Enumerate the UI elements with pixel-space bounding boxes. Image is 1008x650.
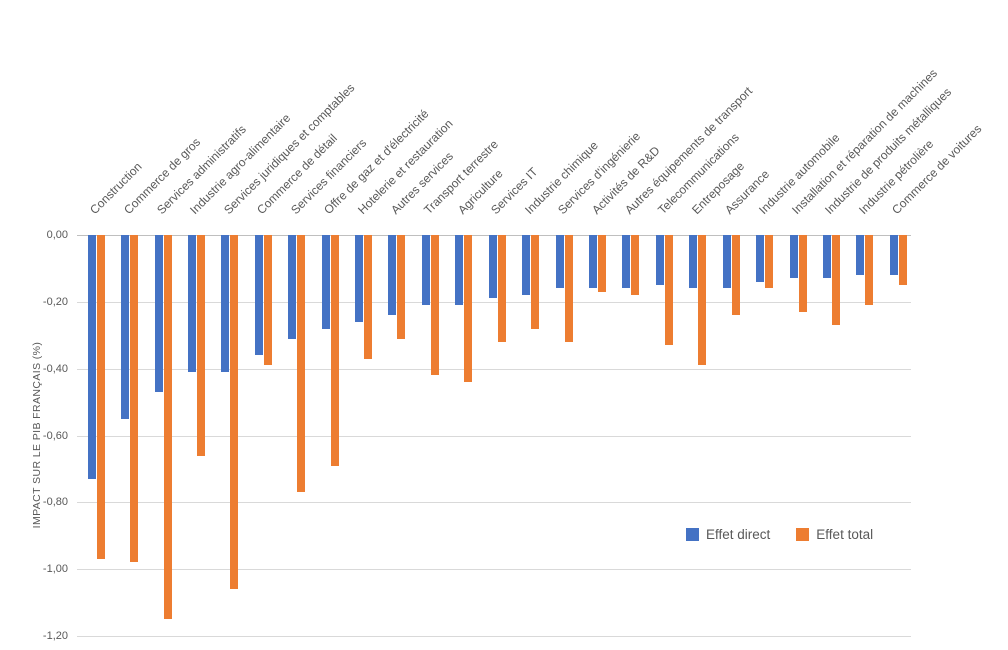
y-tick-label: -0,40 [42, 363, 68, 375]
bar-effet-direct-22 [822, 235, 831, 278]
bar-effet-total-13 [531, 235, 540, 329]
bar-effet-total-1 [130, 235, 139, 562]
bar-effet-total-0 [96, 235, 105, 559]
bar-effet-direct-21 [789, 235, 798, 278]
bar-effet-total-21 [798, 235, 807, 312]
bar-effet-direct-4 [221, 235, 230, 372]
bar-effet-total-3 [196, 235, 205, 456]
bar-effet-total-18 [698, 235, 707, 365]
bar-effet-total-4 [230, 235, 239, 589]
bar-effet-direct-8 [355, 235, 364, 322]
y-tick-label: 0,00 [46, 229, 68, 241]
bar-effet-direct-14 [555, 235, 564, 288]
bar-effet-direct-11 [455, 235, 464, 305]
bar-effet-total-2 [163, 235, 172, 619]
legend: Effet direct Effet total [686, 527, 873, 542]
bar-effet-direct-6 [288, 235, 297, 339]
bar-effet-total-5 [263, 235, 272, 365]
effet-direct-swatch-icon [686, 528, 699, 541]
y-tick-label: -0,20 [42, 296, 68, 308]
bar-effet-direct-5 [254, 235, 263, 355]
bar-effet-direct-10 [421, 235, 430, 305]
legend-label-effet-total: Effet total [816, 527, 874, 542]
y-tick-label: -1,20 [42, 630, 68, 642]
bar-effet-direct-12 [488, 235, 497, 298]
legend-item-effet-direct: Effet direct [686, 527, 770, 542]
bar-effet-direct-0 [87, 235, 96, 479]
bar-effet-total-15 [598, 235, 606, 292]
gridline [77, 502, 911, 503]
bar-effet-total-11 [464, 235, 473, 382]
bar-effet-direct-24 [889, 235, 898, 275]
bar-effet-direct-18 [689, 235, 698, 288]
gridline [77, 636, 911, 637]
bar-effet-total-10 [430, 235, 439, 375]
bar-effet-direct-19 [722, 235, 731, 288]
bar-effet-direct-3 [187, 235, 196, 372]
y-tick-label: -0,80 [42, 496, 68, 508]
bar-effet-total-9 [397, 235, 406, 339]
bar-effet-direct-7 [321, 235, 330, 329]
bar-effet-direct-1 [121, 235, 130, 419]
bar-effet-total-12 [497, 235, 506, 342]
gridline [77, 436, 911, 437]
bar-effet-total-6 [297, 235, 306, 492]
gridline [77, 569, 911, 570]
bar-effet-direct-23 [856, 235, 865, 275]
bar-effet-direct-15 [589, 235, 597, 288]
bar-effet-direct-9 [388, 235, 397, 315]
y-tick-label: -1,00 [42, 563, 68, 575]
y-tick-label: -0,60 [42, 430, 68, 442]
y-axis-title: IMPACT SUR LE PIB FRANÇAIS (%) [31, 341, 43, 529]
bar-effet-total-7 [330, 235, 339, 466]
bar-effet-total-19 [731, 235, 740, 315]
gridline [77, 369, 911, 370]
bar-effet-total-14 [564, 235, 573, 342]
effet-total-swatch-icon [796, 528, 810, 541]
bar-effet-direct-16 [622, 235, 631, 288]
bar-effet-direct-13 [522, 235, 531, 295]
gridline [77, 302, 911, 303]
legend-label-effet-direct: Effet direct [706, 527, 771, 542]
bar-effet-direct-17 [655, 235, 664, 285]
bar-effet-total-20 [765, 235, 774, 288]
bar-effet-direct-2 [154, 235, 163, 392]
bar-effet-total-23 [865, 235, 874, 305]
bar-effet-total-24 [898, 235, 907, 285]
bar-effet-total-16 [631, 235, 640, 295]
bar-effet-direct-20 [756, 235, 765, 282]
legend-item-effet-total: Effet total [796, 527, 873, 542]
bar-effet-total-17 [664, 235, 673, 345]
bar-effet-total-8 [364, 235, 373, 359]
bar-effet-total-22 [831, 235, 840, 325]
